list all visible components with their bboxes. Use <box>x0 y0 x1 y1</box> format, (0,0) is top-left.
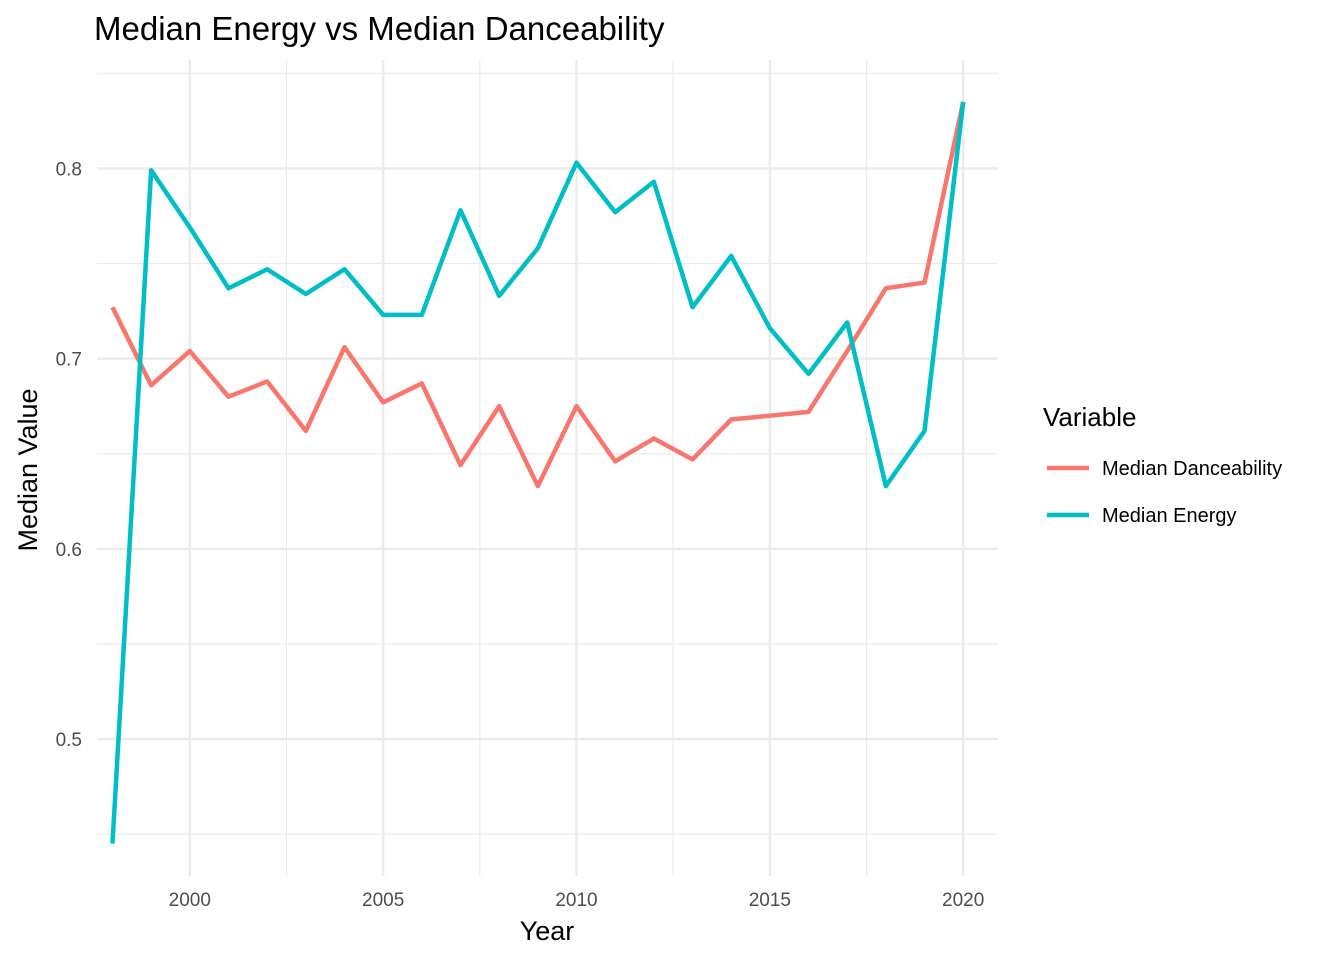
x-tick-label: 2020 <box>942 890 984 911</box>
legend-items: Median Danceability Median Energy <box>1047 458 1282 527</box>
chart-title: Median Energy vs Median Danceability <box>94 10 665 47</box>
legend-title: Variable <box>1043 402 1136 432</box>
x-tick-label: 2000 <box>169 890 211 911</box>
series-line-median-energy <box>110 101 966 844</box>
y-axis-ticks: 0.5 0.6 0.7 0.8 <box>56 159 82 751</box>
x-tick-label: 2015 <box>749 890 791 911</box>
x-axis-ticks: 2000 2005 2010 2015 2020 <box>169 890 985 911</box>
legend: Variable Median Danceability Median Energ… <box>1043 402 1282 527</box>
y-axis-title: Median Value <box>13 388 43 551</box>
y-tick-label: 0.6 <box>56 540 82 561</box>
grid <box>97 60 998 876</box>
x-axis-title: Year <box>520 916 575 946</box>
x-tick-label: 2010 <box>555 890 597 911</box>
x-tick-label: 2005 <box>362 890 404 911</box>
series-line-median-danceability <box>110 101 966 489</box>
legend-label-median-energy: Median Energy <box>1102 505 1237 527</box>
legend-label-median-danceability: Median Danceability <box>1102 458 1282 480</box>
y-tick-label: 0.5 <box>56 730 82 751</box>
y-tick-label: 0.8 <box>56 159 82 180</box>
series-layer <box>110 101 966 844</box>
y-tick-label: 0.7 <box>56 350 82 371</box>
